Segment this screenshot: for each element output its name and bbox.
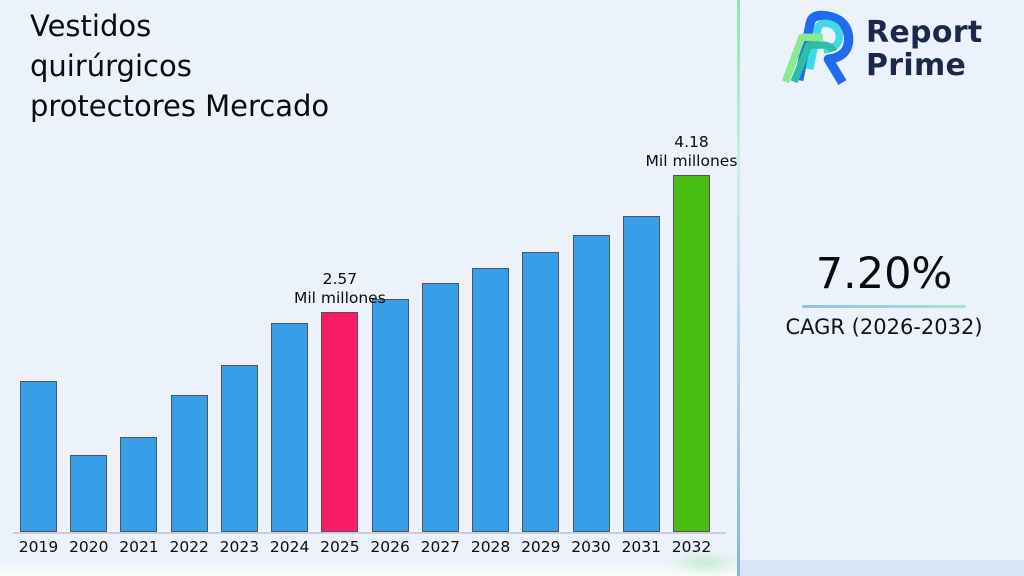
brand-wordmark-line2: Prime (866, 48, 967, 83)
bar-2027 (421, 283, 459, 532)
x-axis-line (13, 532, 726, 534)
bar-2031 (622, 215, 660, 532)
report-prime-logo-icon (781, 10, 854, 85)
page-title: Vestidos quirúrgicos protectores Mercado (30, 6, 329, 126)
bar-2032 (672, 174, 710, 532)
vertical-divider (737, 0, 740, 576)
x-tick-2019: 2019 (18, 538, 59, 556)
bar-2023 (220, 365, 258, 532)
bar-2024 (271, 322, 309, 532)
x-tick-2029: 2029 (521, 538, 561, 556)
x-tick-2023: 2023 (219, 538, 260, 556)
page-title-line2: quirúrgicos (30, 49, 192, 83)
bar-2025 (321, 312, 359, 532)
annotation-unit: Mil millones (293, 289, 386, 308)
x-tick-2030: 2030 (571, 538, 611, 556)
bar-2022 (170, 395, 208, 532)
bottom-fade-decoration (0, 562, 737, 576)
x-tick-2021: 2021 (119, 538, 159, 556)
x-tick-2024: 2024 (269, 538, 310, 556)
bar-2021 (120, 437, 158, 532)
cagr-caption: CAGR (2026-2032) (785, 315, 983, 339)
bar-2026 (371, 298, 409, 532)
annotation-value: 4.18 (674, 132, 709, 151)
bottom-strip-decoration (739, 560, 1024, 576)
x-tick-2025: 2025 (320, 538, 360, 556)
cagr-underline (802, 305, 966, 308)
bar-chart: 2019 2020 2021 2022 2023 2024 2025 2026 2027 2028… (13, 133, 738, 556)
brand-wordmark: Report Prime (866, 16, 982, 82)
brand-logo: Report Prime (780, 8, 982, 90)
page-title-line3: protectores Mercado (30, 89, 330, 123)
x-tick-2022: 2022 (169, 538, 209, 556)
x-tick-2031: 2031 (621, 538, 661, 556)
page-title-line1: Vestidos (30, 9, 152, 43)
brand-wordmark-line1: Report (866, 15, 983, 50)
bar-2019 (20, 380, 57, 532)
bar-2020 (70, 455, 108, 532)
bar-value-label-2025: 2.57 Mil millones (294, 270, 386, 308)
bar-2029 (522, 251, 560, 532)
bar-value-label-2032: 4.18 Mil millones (646, 133, 738, 171)
x-tick-2020: 2020 (68, 538, 109, 556)
annotation-value: 2.57 (322, 270, 358, 289)
bar-2030 (572, 235, 610, 532)
cagr-value: 7.20% (815, 249, 953, 299)
cagr-stat: 7.20% CAGR (2026-2032) (748, 250, 1020, 339)
x-tick-2027: 2027 (420, 538, 461, 556)
annotation-unit: Mil millones (645, 151, 738, 170)
x-tick-2028: 2028 (470, 538, 511, 556)
bar-2028 (472, 267, 510, 532)
x-tick-2026: 2026 (370, 538, 410, 556)
